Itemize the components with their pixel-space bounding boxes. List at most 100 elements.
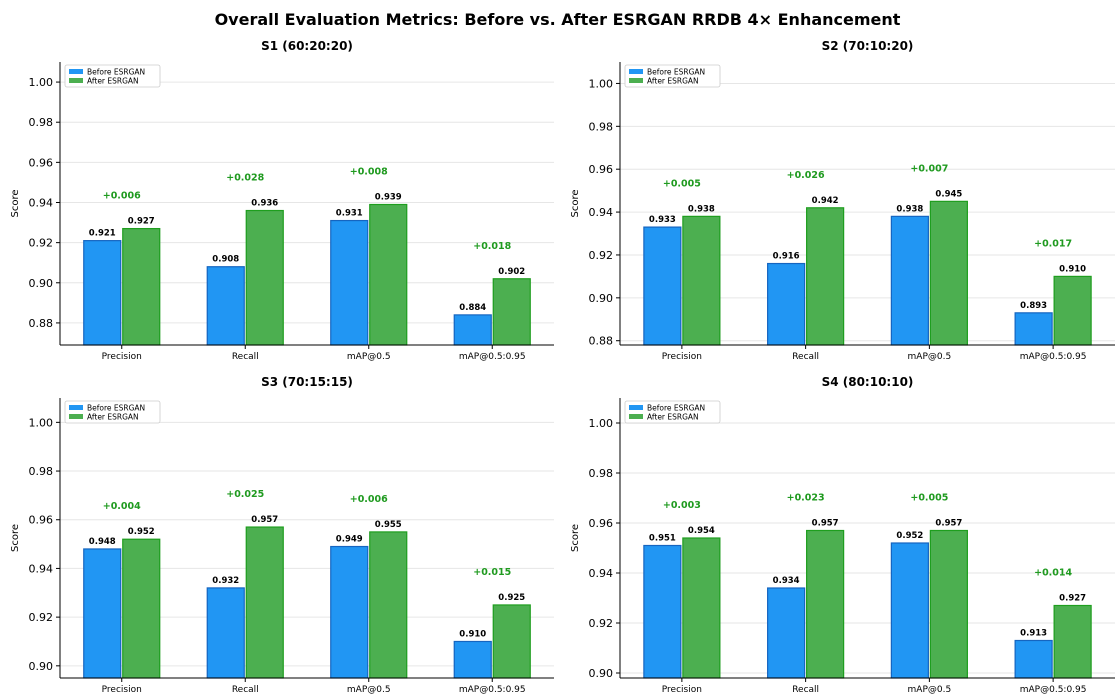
y-tick-label: 0.94 [29,196,54,209]
y-tick-label: 0.96 [29,156,54,169]
y-tick-label: 0.98 [589,467,614,480]
bar-after-1 [682,215,721,346]
chart-panel-1: S1 (60:20:20) 0.88 0.90 0.92 0.94 0.96 0.98 1.0… [10,39,554,362]
delta-annotation: +0.005 [663,178,701,189]
legend-box [64,400,161,424]
bar-value-label: 0.939 [375,193,402,203]
delta-annotation: +0.014 [1034,568,1072,579]
chart-title: S3 (70:15:15) [261,375,353,389]
y-axis-label: Score [570,524,581,552]
bar-value-label: 0.938 [896,204,923,214]
y-tick-label: 0.88 [589,335,614,348]
delta-annotation: +0.015 [473,567,511,578]
chart-title: S2 (70:10:20) [822,39,914,53]
bar-before-3 [330,219,369,346]
bar-before-2 [206,266,245,346]
y-tick-label: 0.92 [589,249,614,262]
bar-value-label: 0.932 [212,576,239,586]
bar-value-label: 0.913 [1020,629,1047,639]
y-tick-label: 0.88 [29,317,54,330]
bar-value-label: 0.949 [336,535,363,545]
bar-value-label: 0.933 [649,215,676,225]
y-tick-label: 0.92 [29,237,54,250]
y-tick-label: 0.90 [589,667,614,680]
y-tick-label: 0.90 [589,292,614,305]
bar-value-label: 0.957 [935,519,962,529]
chart-panel-4: S4 (80:10:10) 0.90 0.92 0.94 0.96 0.98 1.00 Sco… [570,375,1115,695]
bar-after-2 [806,207,845,346]
bar-after-4 [492,604,531,679]
bar-value-label: 0.927 [1059,594,1086,604]
bar-after-4 [1053,604,1092,679]
bar-after-2 [245,209,284,346]
bar-after-1 [122,538,161,679]
y-tick-label: 0.90 [29,277,54,290]
delta-annotation: +0.023 [787,493,825,504]
bar-after-4 [1053,275,1092,346]
y-tick-label: 0.90 [29,660,54,673]
x-tick-label: mAP@0.5 [347,685,391,695]
legend-label: After ESRGAN [87,77,139,86]
delta-annotation: +0.007 [910,163,948,174]
figure-title: Overall Evaluation Metrics: Before vs. A… [214,10,901,29]
delta-annotation: +0.003 [663,500,701,511]
y-tick-label: 0.92 [29,611,54,624]
bar-before-1 [643,544,682,679]
bar-value-label: 0.934 [773,576,800,586]
x-tick-label: mAP@0.5:0.95 [1020,352,1087,362]
bar-value-label: 0.951 [649,534,676,544]
bar-value-label: 0.948 [89,537,116,547]
chart-title: S1 (60:20:20) [261,39,353,53]
legend-label: After ESRGAN [647,77,699,86]
bar-before-1 [643,226,682,346]
bar-value-label: 0.942 [812,196,839,206]
delta-annotation: +0.025 [226,489,264,500]
bar-before-4 [1014,312,1053,346]
delta-annotation: +0.006 [103,191,141,202]
x-tick-label: mAP@0.5:0.95 [459,352,526,362]
x-tick-label: Precision [102,352,142,362]
bar-value-label: 0.921 [89,229,116,239]
legend-label: Before ESRGAN [647,68,705,77]
bar-value-label: 0.952 [128,527,155,537]
x-tick-label: Recall [232,352,259,362]
y-tick-label: 0.98 [29,116,54,129]
delta-annotation: +0.018 [473,241,511,252]
bar-before-3 [330,545,369,679]
x-tick-label: Precision [662,352,702,362]
y-tick-label: 0.98 [589,120,614,133]
bar-before-3 [890,542,929,679]
x-tick-label: mAP@0.5:0.95 [1020,685,1087,695]
bar-before-2 [767,262,806,346]
y-tick-label: 1.00 [589,417,614,430]
x-tick-label: mAP@0.5 [908,352,952,362]
legend-label: After ESRGAN [87,413,139,422]
y-tick-label: 1.00 [589,77,614,90]
bar-before-3 [890,215,929,346]
delta-annotation: +0.017 [1034,238,1072,249]
bar-value-label: 0.938 [688,204,715,214]
legend-swatch-after [69,414,83,419]
y-axis-label: Score [10,189,21,217]
bar-after-2 [806,529,845,679]
bar-value-label: 0.927 [128,217,155,227]
delta-annotation: +0.006 [350,494,388,505]
bar-after-1 [122,227,161,346]
y-tick-label: 0.92 [589,617,614,630]
bar-before-1 [83,240,122,346]
y-tick-label: 0.96 [589,517,614,530]
delta-annotation: +0.026 [787,170,825,181]
legend-swatch-before [69,69,83,74]
chart-panel-2: S2 (70:10:20) 0.88 0.90 0.92 0.94 0.96 0.98 1.0… [570,39,1115,362]
legend-box [624,400,721,424]
bar-before-4 [453,640,492,679]
legend-swatch-after [629,78,643,83]
bar-value-label: 0.957 [251,515,278,525]
legend-label: Before ESRGAN [87,404,145,413]
x-tick-label: mAP@0.5 [908,685,952,695]
bar-value-label: 0.916 [773,252,800,262]
delta-annotation: +0.008 [350,167,388,178]
bar-value-label: 0.952 [896,531,923,541]
bar-value-label: 0.910 [459,629,486,639]
